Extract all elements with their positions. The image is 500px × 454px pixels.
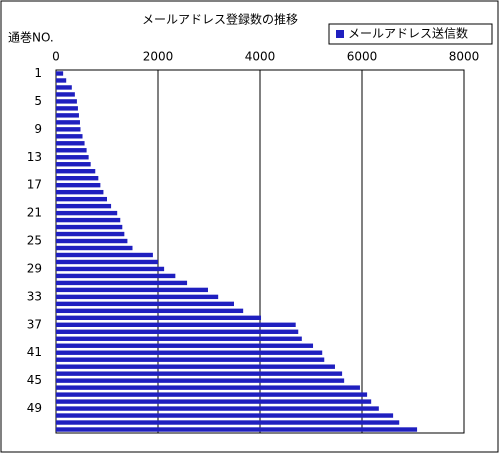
bar <box>56 162 91 167</box>
bar <box>56 238 128 244</box>
bar <box>56 127 81 132</box>
bar <box>56 113 79 118</box>
y-tick-label: 1 <box>34 66 42 80</box>
bar <box>56 322 296 327</box>
bar <box>56 357 325 362</box>
bar <box>56 364 335 369</box>
bar <box>56 273 176 279</box>
bar <box>56 371 343 376</box>
bar <box>56 308 244 314</box>
bar <box>56 203 112 209</box>
bar <box>56 148 87 153</box>
bar <box>56 182 101 188</box>
x-tick-label: 6000 <box>347 50 378 64</box>
bar <box>56 287 208 293</box>
bar <box>56 427 418 432</box>
x-tick-label: 8000 <box>449 50 480 64</box>
bar <box>56 315 262 321</box>
axis-label: 通巻NO. <box>8 31 54 45</box>
y-tick-label: 17 <box>27 178 42 192</box>
y-tick-label: 41 <box>27 345 42 359</box>
legend <box>328 23 493 45</box>
bar <box>56 329 299 334</box>
legend-label: メールアドレス送信数 <box>348 26 468 41</box>
y-tick-label: 25 <box>27 234 42 248</box>
legend-swatch <box>336 30 344 38</box>
bar <box>56 343 314 348</box>
bar <box>56 141 85 146</box>
y-tick-label: 29 <box>27 261 42 275</box>
bar <box>56 189 104 195</box>
bar <box>56 266 165 272</box>
y-tick-label: 49 <box>27 401 42 415</box>
bar <box>56 294 219 300</box>
y-tick-label: 33 <box>27 289 42 303</box>
bar <box>56 134 83 139</box>
y-tick-label: 5 <box>34 94 42 108</box>
bar <box>56 420 400 425</box>
bar <box>56 217 121 223</box>
y-tick-label: 21 <box>27 206 42 220</box>
bar <box>56 385 360 390</box>
bar <box>56 224 123 230</box>
bar <box>56 210 118 216</box>
bar <box>56 155 89 160</box>
bar <box>56 399 372 404</box>
bar <box>56 245 133 251</box>
bar <box>56 392 368 397</box>
x-tick-label: 2000 <box>143 50 174 64</box>
bar <box>56 99 77 104</box>
bar <box>56 106 78 111</box>
bar <box>56 336 302 341</box>
x-tick-label: 4000 <box>245 50 276 64</box>
bar <box>56 252 153 258</box>
bar <box>56 71 64 76</box>
bar <box>56 169 96 174</box>
bar <box>56 378 345 383</box>
y-tick-label: 9 <box>34 122 42 136</box>
bar <box>56 196 107 202</box>
bar <box>56 406 379 411</box>
bar <box>56 176 99 181</box>
bar <box>56 120 80 125</box>
x-tick-label: 0 <box>52 50 60 64</box>
y-tick-label: 45 <box>27 373 42 387</box>
chart-title: メールアドレス登録数の推移 <box>142 12 298 27</box>
y-tick-label: 13 <box>27 150 42 164</box>
bar <box>56 350 323 355</box>
bar <box>56 231 125 237</box>
bar <box>56 92 75 97</box>
y-tick-label: 37 <box>27 317 42 331</box>
bar <box>56 413 394 418</box>
bar <box>56 259 158 265</box>
bar <box>56 280 188 286</box>
bar <box>56 301 234 307</box>
bar <box>56 78 67 83</box>
bar <box>56 85 72 90</box>
